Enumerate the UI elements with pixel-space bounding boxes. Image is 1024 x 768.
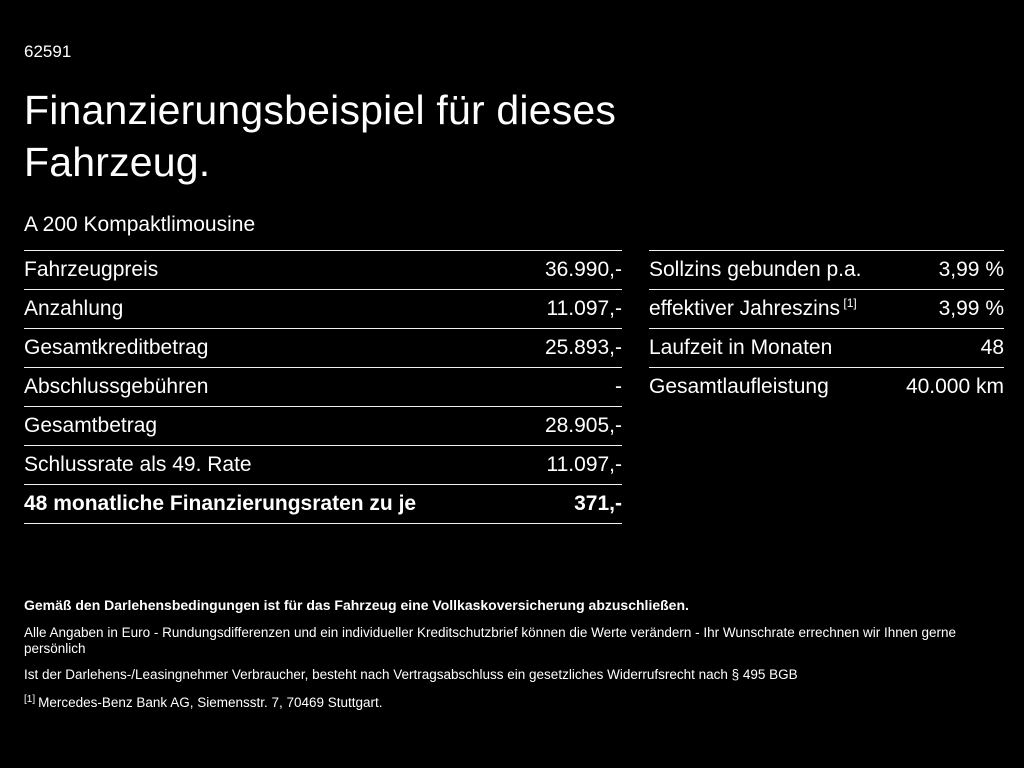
row-label: Abschlussgebühren [24,375,209,398]
row-value: - [615,375,622,398]
row-value: 371,- [574,492,622,515]
row-value: 3,99 % [938,258,1004,281]
row-value: 11.097,- [546,453,623,476]
row-label: Sollzins gebunden p.a. [649,258,862,281]
footnote-reference: [1] [840,296,857,310]
row-label: Gesamtlaufleistung [649,375,829,398]
finance-table-row: Laufzeit in Monaten 48 [649,328,1004,367]
finance-table-right: Sollzins gebunden p.a. 3,99 % effektiver J… [649,250,1004,406]
finance-table-row: Fahrzeugpreis 36.990,- [24,250,622,289]
finance-table-row: Sollzins gebunden p.a. 3,99 % [649,250,1004,289]
row-value: 36.990,- [544,258,622,281]
row-label: Anzahlung [24,297,124,320]
bank-footnote: [1] Mercedes-Benz Bank AG, Siemensstr. 7,… [24,693,1002,711]
finance-table-row: Anzahlung 11.097,- [24,289,622,328]
finance-table-row: effektiver Jahreszins [1] 3,99 % [649,289,1004,328]
row-value: 25.893,- [544,336,622,359]
row-value: 11.097,- [546,297,623,320]
finance-table-row: Abschlussgebühren - [24,367,622,406]
finance-table-row: Gesamtbetrag 28.905,- [24,406,622,445]
row-label: Schlussrate als 49. Rate [24,453,252,476]
row-value: 40.000 km [905,375,1004,398]
row-label: Gesamtkreditbetrag [24,336,209,359]
row-label: 48 monatliche Finanzierungsraten zu je [24,492,417,515]
legal-footer: Gemäß den Darlehensbedingungen ist für d… [24,597,1002,711]
insurance-requirement-note: Gemäß den Darlehensbedingungen ist für d… [24,597,689,613]
disclaimer-note-2: Ist der Darlehens-/Leasingnehmer Verbrau… [24,667,798,682]
finance-table-row: Gesamtlaufleistung 40.000 km [649,367,1004,406]
finance-table-row: Schlussrate als 49. Rate 11.097,- [24,445,622,484]
row-value: 48 [980,336,1004,359]
footnote-text: Mercedes-Benz Bank AG, Siemensstr. 7, 70… [38,695,383,710]
row-label: Fahrzeugpreis [24,258,159,281]
row-label: effektiver Jahreszins [1] [649,296,857,320]
page-title: Finanzierungsbeispiel für dieses Fahrzeug… [24,84,1004,188]
finance-table-row: Gesamtkreditbetrag 25.893,- [24,328,622,367]
finance-table-left: Fahrzeugpreis 36.990,- Anzahlung 11.097,- Ge… [24,250,622,524]
row-label: Gesamtbetrag [24,414,158,437]
row-label: Laufzeit in Monaten [649,336,833,359]
row-value: 28.905,- [544,414,622,437]
page-title-line1: Finanzierungsbeispiel für dieses [24,87,617,133]
disclaimer-note-1: Alle Angaben in Euro - Rundungsdifferenz… [24,625,957,656]
footnote-marker: [1] [24,693,36,705]
row-value: 3,99 % [938,297,1004,320]
finance-table-row: 48 monatliche Finanzierungsraten zu je 37… [24,484,622,523]
vehicle-model-name: A 200 Kompaktlimousine [24,213,256,236]
page-title-line2: Fahrzeug. [24,139,211,185]
finance-tables: Fahrzeugpreis 36.990,- Anzahlung 11.097,- Ge… [24,250,1004,524]
vehicle-id: 62591 [24,42,72,61]
